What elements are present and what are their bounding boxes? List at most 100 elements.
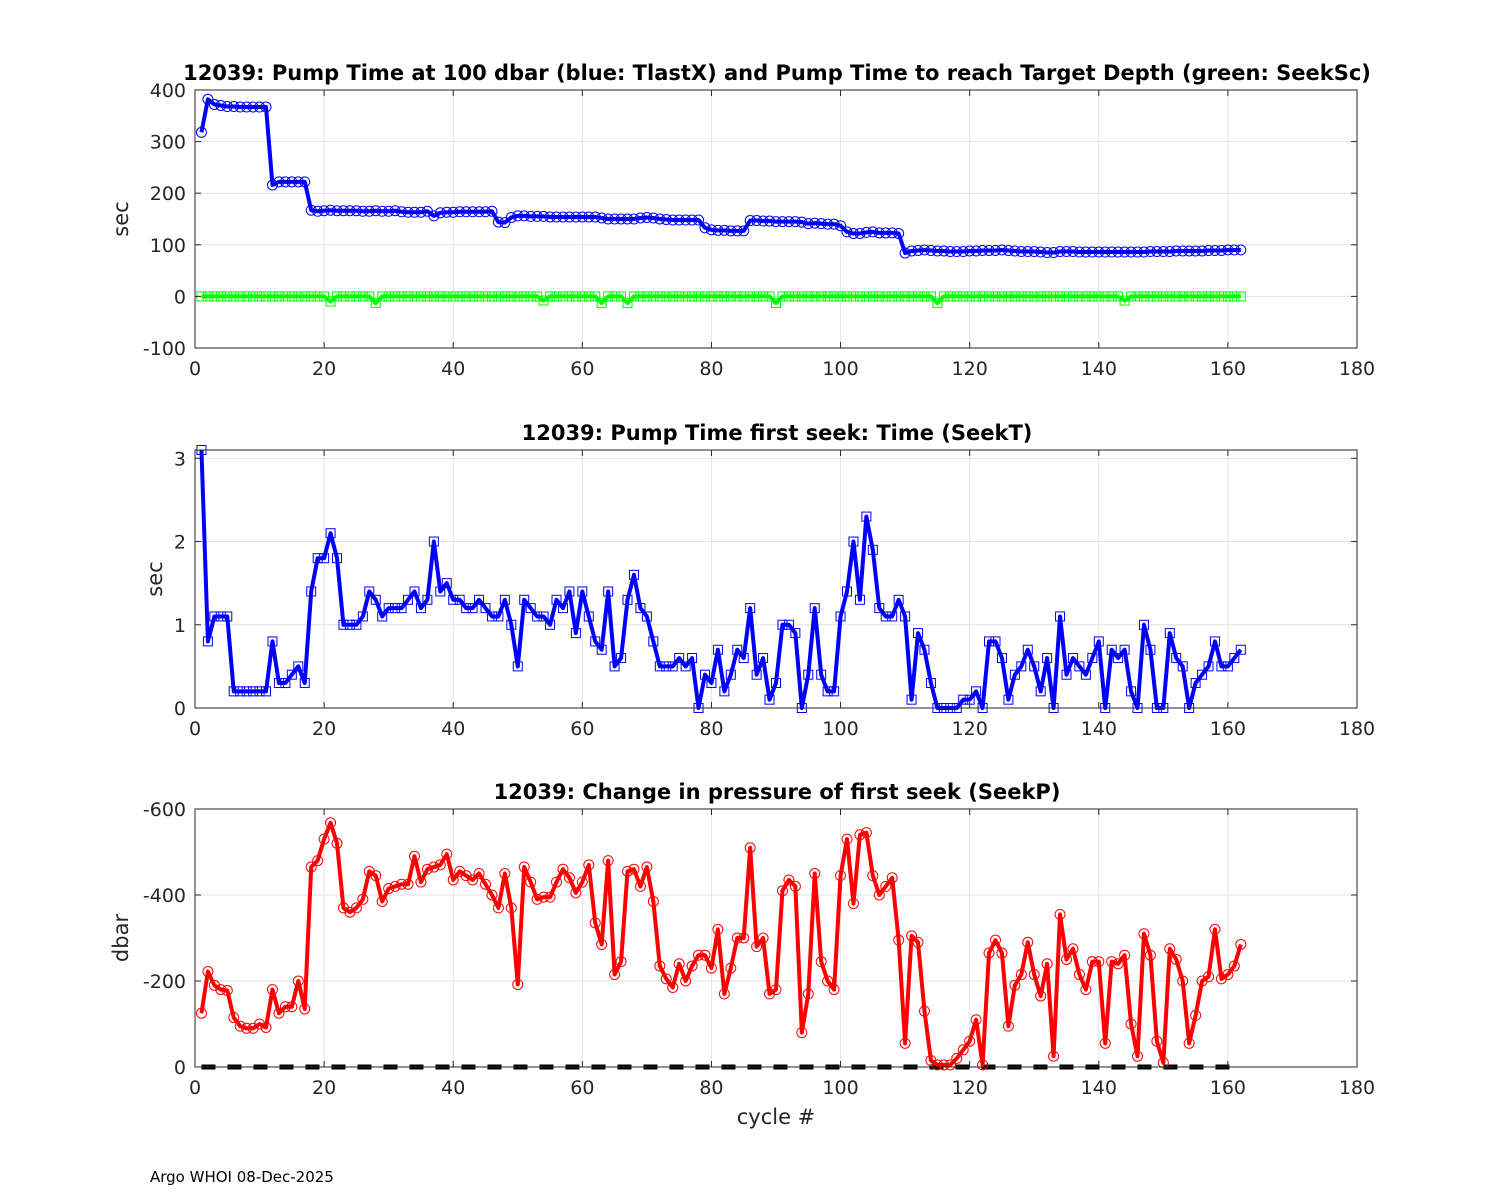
data-point [977,244,989,256]
data-point [337,205,349,217]
data-point [299,678,310,689]
data-point [777,619,788,630]
data-point [267,291,278,302]
data-point [1177,661,1188,672]
data-point [493,611,504,622]
x-tick-label: 180 [1339,718,1375,740]
data-point [1054,908,1066,920]
data-point [266,179,278,191]
data-point [312,855,324,867]
data-point [570,211,582,223]
data-point [1100,291,1111,302]
data-point [1216,661,1227,672]
data-point [603,291,614,302]
data-point [1222,969,1234,981]
data-point [770,216,782,228]
data-point [1126,291,1137,302]
data-point [435,586,446,597]
data-point [925,678,936,689]
data-point [616,653,627,664]
data-point [628,863,640,875]
data-point [977,291,988,302]
chart-panel-seekp: 12039: Change in pressure of first seek … [109,780,1375,1129]
data-point [215,291,226,302]
data-point [796,1027,808,1039]
data-point [880,880,892,892]
data-point [319,553,330,564]
data-point [215,611,226,622]
data-point [1235,644,1246,655]
data-point [609,661,620,672]
data-point [241,101,253,113]
data-point [796,291,807,302]
data-point [596,212,608,224]
data-point [402,878,414,890]
data-point [447,206,459,218]
data-point [434,207,446,219]
y-tick-label: 200 [150,183,186,205]
data-point [325,528,336,539]
chart-title: 12039: Pump Time first seek: Time (SeekT… [522,421,1033,445]
data-point [525,876,537,888]
data-point [286,669,297,680]
data-point [299,291,310,302]
data-point [1157,246,1169,258]
data-point [705,962,717,974]
data-point [1197,291,1208,302]
data-point [1132,291,1143,302]
data-point [448,291,459,302]
data-point [764,694,775,705]
data-point [809,217,821,229]
data-point [261,686,272,697]
data-point [408,850,420,862]
data-point [725,669,736,680]
x-tick-label: 120 [952,358,988,380]
data-point [486,205,498,217]
data-point [266,984,278,996]
axes-box [194,89,1358,349]
data-point [751,291,762,302]
data-point [1196,245,1208,257]
data-point [680,214,692,226]
data-point [1055,291,1066,302]
data-point [460,206,472,218]
data-point [958,694,969,705]
data-point [693,214,705,226]
data-point [409,291,420,302]
data-point [919,291,930,302]
data-point [557,211,569,223]
data-point [906,291,917,302]
data-point [738,291,749,302]
data-point [1015,246,1027,258]
data-point [1235,291,1246,302]
data-point [1048,247,1060,259]
data-point [757,932,769,944]
data-point [867,291,878,302]
chart-title: 12039: Pump Time at 100 dbar (blue: Tlas… [183,61,1371,85]
data-point [1183,245,1195,257]
data-point [248,291,259,302]
data-point [1074,661,1085,672]
data-point [602,855,614,867]
data-point [867,544,878,555]
data-point [1073,246,1085,258]
data-point [486,611,497,622]
data-point [1028,969,1040,981]
data-point [506,291,517,302]
data-point [654,960,666,972]
data-point [609,213,621,225]
data-point [1113,653,1124,664]
data-point [1119,246,1131,258]
data-point [1132,246,1144,258]
data-point [1171,653,1182,664]
data-point [299,1003,311,1015]
data-point [383,603,394,614]
data-point [687,653,698,664]
data-point [983,947,995,959]
data-point [731,225,743,237]
data-point [815,218,827,230]
x-tick-label: 180 [1339,1077,1375,1099]
data-point [512,661,523,672]
data-point [816,669,827,680]
data-point [648,291,659,302]
